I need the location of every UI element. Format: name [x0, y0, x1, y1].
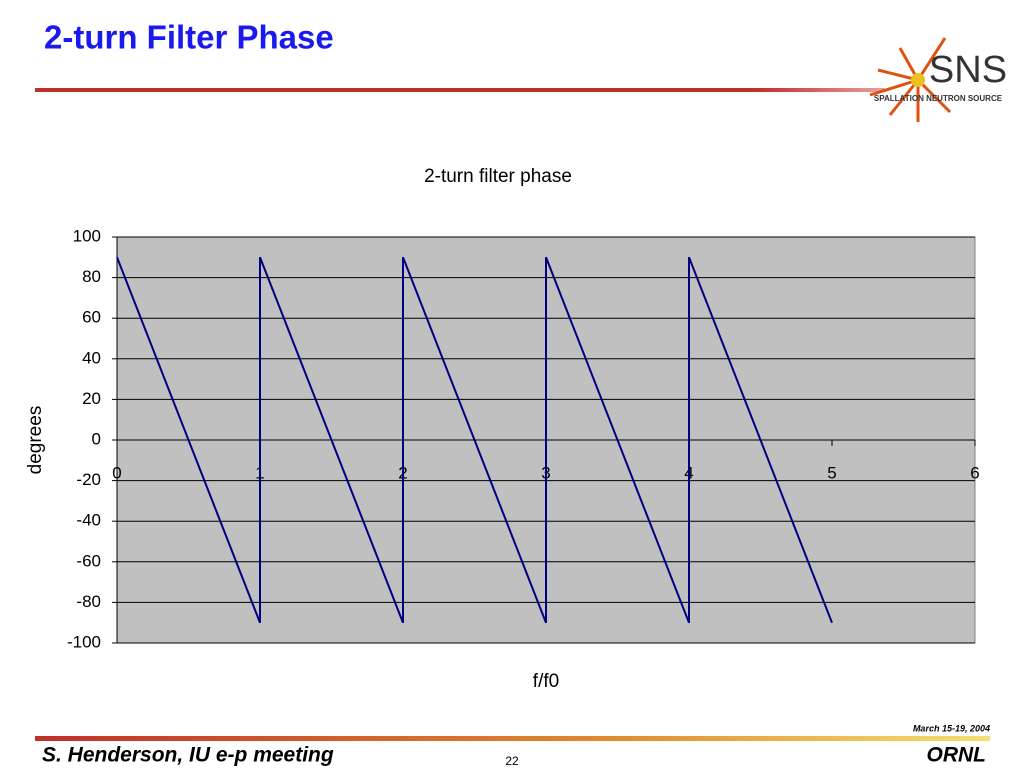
- y-tick-label: -40: [76, 511, 101, 530]
- x-tick-label: 5: [827, 463, 836, 482]
- y-tick-label: -20: [76, 470, 101, 489]
- x-tick-label: 6: [970, 463, 979, 482]
- footer-right: ORNL: [927, 744, 987, 767]
- footer-date: March 15-19, 2004: [913, 723, 990, 733]
- y-tick-label: -80: [76, 592, 101, 611]
- chart: 2-turn filter phase f/f0 degrees -100 -80…: [25, 166, 980, 692]
- y-tick-label: 0: [92, 429, 101, 448]
- footer-left: S. Henderson, IU e-p meeting: [42, 744, 334, 767]
- logo-text: SNS: [929, 49, 1007, 91]
- page-number: 22: [505, 754, 519, 768]
- x-tick-label: 0: [112, 463, 121, 482]
- y-tick-label: 100: [73, 226, 101, 245]
- slide-title: 2-turn Filter Phase: [44, 19, 334, 56]
- y-tick-label: -60: [76, 551, 101, 570]
- y-tick-label: 60: [82, 308, 101, 327]
- footer-rule: [35, 736, 990, 741]
- y-axis-label: degrees: [25, 406, 46, 475]
- title-rule: [35, 88, 885, 92]
- y-tick-label: -100: [67, 632, 101, 651]
- y-tick-label: 40: [82, 348, 101, 367]
- y-tick-label: 20: [82, 389, 101, 408]
- x-axis-label: f/f0: [533, 671, 559, 692]
- data-line: [116, 256, 833, 624]
- logo-subtext: SPALLATION NEUTRON SOURCE: [874, 94, 1003, 103]
- y-tick-label: 80: [82, 267, 101, 286]
- chart-title: 2-turn filter phase: [424, 166, 572, 187]
- logo: SNS SPALLATION NEUTRON SOURCE: [869, 37, 1007, 122]
